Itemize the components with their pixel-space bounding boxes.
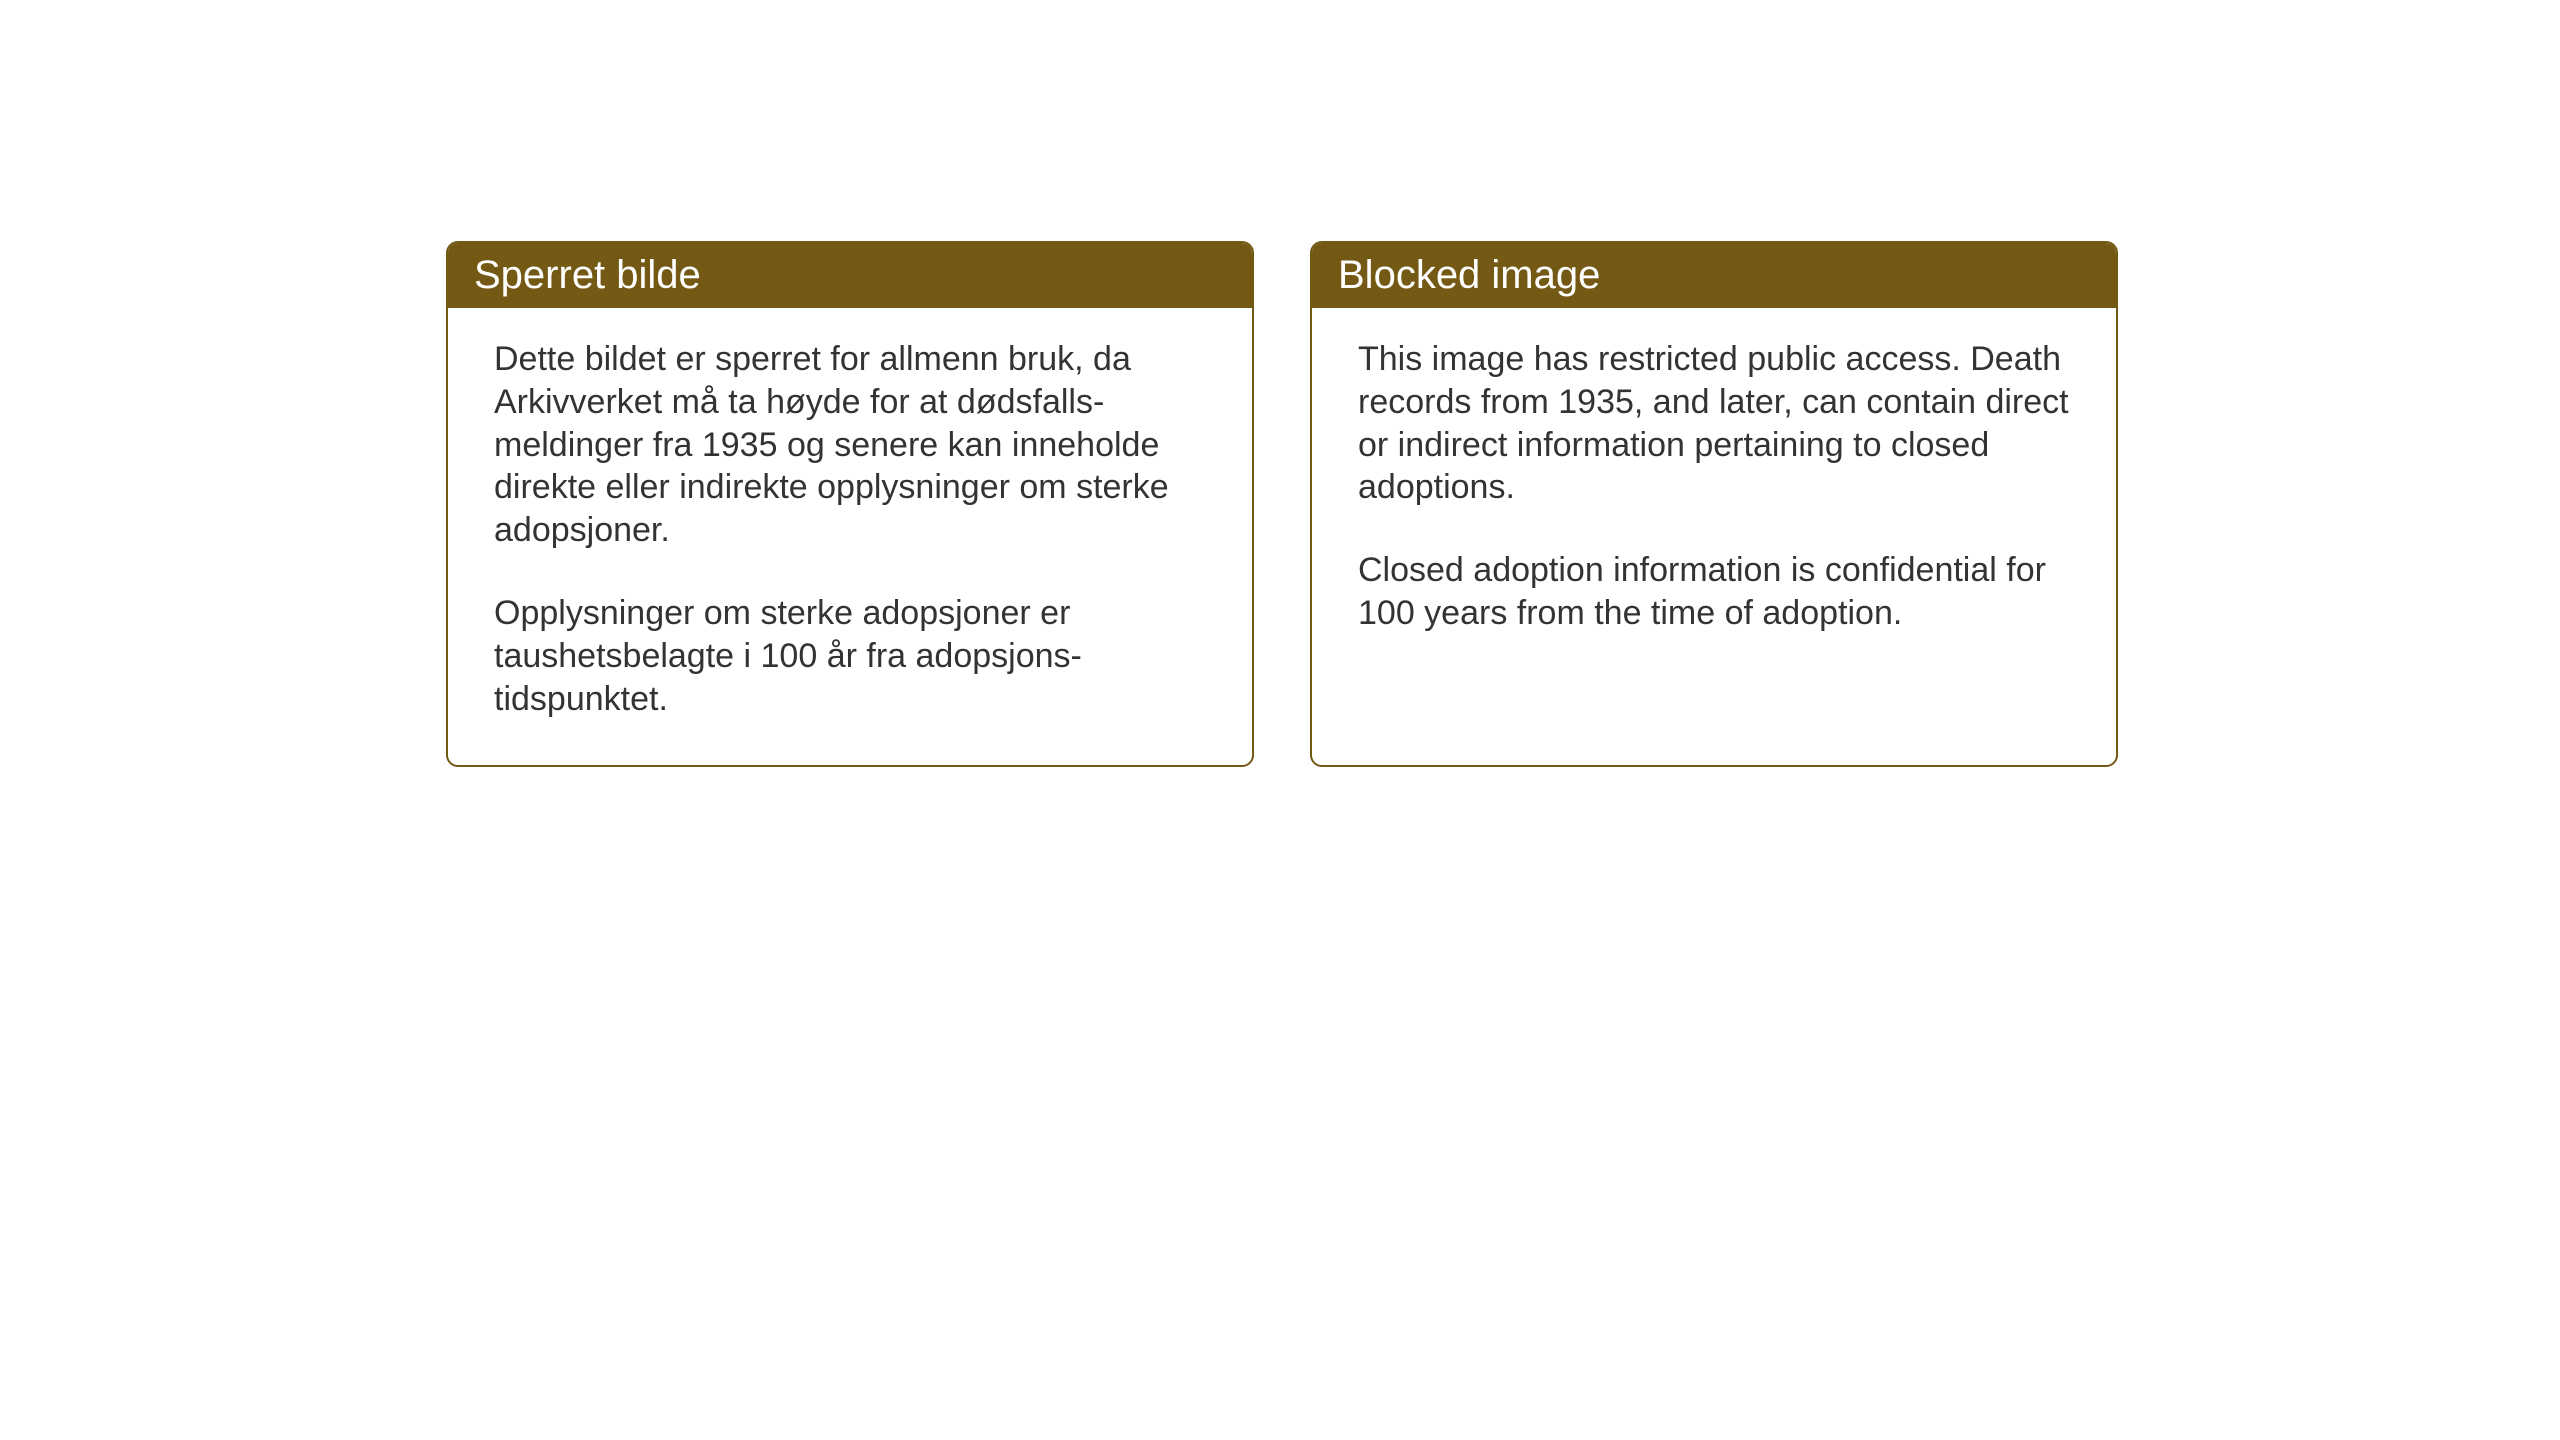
cards-container: Sperret bilde Dette bildet er sperret fo… [446,241,2118,767]
card-header-english: Blocked image [1312,243,2116,308]
card-paragraph-2: Opplysninger om sterke adopsjoner er tau… [494,592,1206,720]
card-body-english: This image has restricted public access.… [1312,308,2116,679]
card-title: Blocked image [1338,253,1600,297]
card-paragraph-2: Closed adoption information is confident… [1358,549,2070,635]
card-paragraph-1: Dette bildet er sperret for allmenn bruk… [494,338,1206,552]
card-english: Blocked image This image has restricted … [1310,241,2118,767]
card-header-norwegian: Sperret bilde [448,243,1252,308]
card-body-norwegian: Dette bildet er sperret for allmenn bruk… [448,308,1252,765]
card-paragraph-1: This image has restricted public access.… [1358,338,2070,509]
card-norwegian: Sperret bilde Dette bildet er sperret fo… [446,241,1254,767]
card-title: Sperret bilde [474,253,701,297]
